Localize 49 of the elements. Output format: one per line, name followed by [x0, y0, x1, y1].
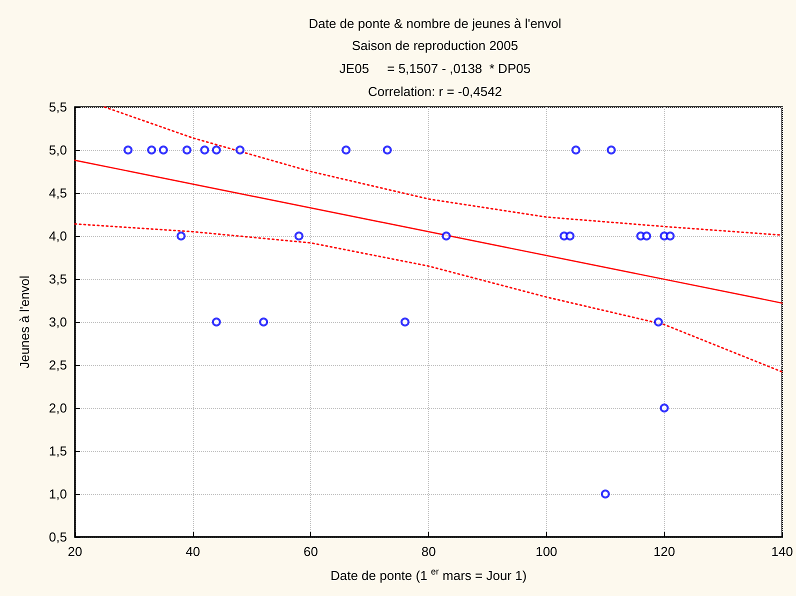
point [654, 318, 663, 326]
chart-subtitle: Saison de reproduction 2005 [352, 38, 518, 53]
y-tick-label: 1,0 [48, 486, 67, 502]
x-tick-label: 60 [303, 544, 318, 559]
chart-title: Date de ponte & nombre de jeunes à l'envol [308, 16, 562, 31]
point [600, 490, 610, 498]
line-series [74, 223, 783, 373]
point [147, 146, 156, 154]
point [342, 146, 351, 154]
point [642, 232, 652, 240]
point [571, 146, 580, 154]
point [212, 318, 221, 326]
x-tick-label: 140 [771, 544, 794, 559]
point [176, 232, 186, 240]
y-tick-label: 2,0 [48, 400, 67, 416]
point [182, 146, 192, 154]
x-tick-label: 20 [68, 544, 82, 559]
point [236, 146, 245, 154]
y-tick-label: 4,5 [48, 186, 67, 200]
text: JE05 = 5,1507 - ,0138 * DP05 [339, 61, 531, 76]
point [200, 146, 210, 154]
text: Correlation: r = -0,4542 [368, 84, 502, 99]
point [294, 232, 304, 240]
y-tick-label: 4,0 [48, 228, 67, 244]
y-axis-title: Jeunes à l'envol [17, 275, 32, 368]
y-tick-label: 5,5 [48, 100, 67, 114]
point [606, 146, 616, 154]
point [158, 146, 168, 154]
point [566, 232, 575, 240]
y-tick-label: 1,5 [48, 444, 67, 458]
y-tick-label: 5,0 [48, 142, 67, 158]
point [212, 146, 221, 154]
x-tick-label: 40 [186, 544, 200, 559]
point [124, 146, 133, 154]
y-tick-label: 3,0 [48, 314, 67, 330]
point [666, 232, 675, 240]
x-tick-label: 100 [536, 544, 558, 559]
x-tick-label: 120 [653, 544, 676, 559]
point [259, 318, 268, 326]
y-tick-label: 3,5 [48, 272, 67, 286]
point [660, 404, 669, 412]
point [400, 318, 410, 326]
point [382, 146, 392, 154]
y-tick-label: 2,5 [48, 358, 67, 372]
y-tick-label: 0,5 [48, 530, 67, 544]
point [442, 232, 451, 240]
x-axis-title: Date de ponte (1 er mars = Jour 1) [330, 566, 527, 583]
line-series [104, 106, 783, 236]
x-tick-label: 80 [421, 544, 436, 559]
